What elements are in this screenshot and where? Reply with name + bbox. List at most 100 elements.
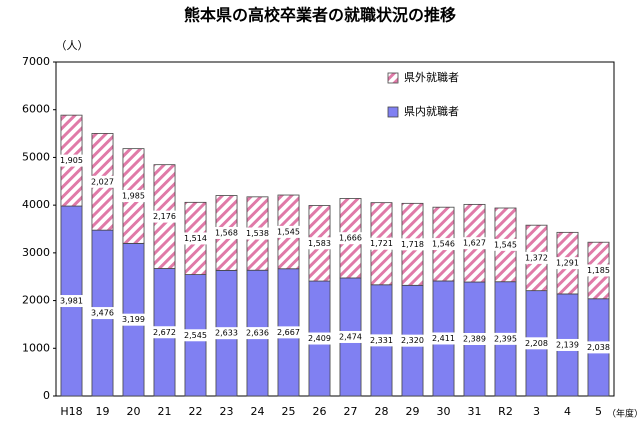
x-tick-label: 31 — [468, 405, 482, 418]
value-label: 1,718 — [401, 240, 424, 249]
value-label-bg — [521, 337, 552, 350]
value-label-bg — [552, 338, 583, 351]
value-label: 2,633 — [215, 329, 238, 338]
value-label-bg — [56, 154, 87, 167]
value-label: 1,185 — [587, 266, 610, 275]
x-tick-label: R2 — [498, 405, 513, 418]
x-tick-label: 26 — [313, 405, 327, 418]
x-tick-label: 24 — [251, 405, 265, 418]
value-label: 2,320 — [401, 336, 424, 345]
value-label-bg — [304, 237, 335, 250]
y-tick-label: 5000 — [22, 150, 50, 163]
value-label: 2,636 — [246, 329, 269, 338]
x-tick-label: H18 — [60, 405, 82, 418]
value-label-bg — [397, 238, 428, 251]
value-label: 1,291 — [556, 259, 579, 268]
value-label-bg — [335, 330, 366, 343]
value-label: 1,545 — [494, 240, 517, 249]
value-label-bg — [273, 326, 304, 339]
value-label-bg — [304, 332, 335, 345]
value-label-bg — [180, 232, 211, 245]
value-label: 2,208 — [525, 339, 548, 348]
value-label: 1,546 — [432, 240, 455, 249]
value-label-bg — [242, 227, 273, 240]
value-label-bg — [583, 341, 614, 354]
legend-label: 県内就職者 — [404, 104, 459, 118]
x-tick-label: 25 — [282, 405, 296, 418]
y-tick-label: 0 — [43, 389, 50, 402]
value-label-bg — [521, 251, 552, 264]
value-label: 3,199 — [122, 315, 145, 324]
legend-swatch — [387, 72, 399, 84]
x-tick-label: 4 — [564, 405, 571, 418]
value-label: 2,545 — [184, 331, 207, 340]
value-label: 2,474 — [339, 332, 362, 341]
value-label: 3,981 — [60, 297, 83, 306]
value-label-bg — [87, 175, 118, 188]
value-label: 2,038 — [587, 343, 610, 352]
value-label: 1,372 — [525, 253, 548, 262]
value-label-bg — [397, 334, 428, 347]
value-label: 1,545 — [277, 227, 300, 236]
value-label: 1,568 — [215, 228, 238, 237]
value-label-bg — [242, 327, 273, 340]
x-tick-label: 5 — [595, 405, 602, 418]
y-tick-label: 7000 — [22, 55, 50, 68]
value-label-bg — [583, 264, 614, 277]
y-tick-label: 4000 — [22, 198, 50, 211]
x-tick-label: 3 — [533, 405, 540, 418]
x-tick-label: 22 — [189, 405, 203, 418]
value-label-bg — [56, 295, 87, 308]
value-label: 2,411 — [432, 334, 455, 343]
value-label-bg — [552, 257, 583, 270]
value-label: 2,176 — [153, 212, 176, 221]
legend-swatch — [387, 106, 399, 118]
value-label-bg — [149, 210, 180, 223]
value-label: 1,666 — [339, 234, 362, 243]
value-label: 2,667 — [277, 328, 300, 337]
x-unit: （年度） — [607, 408, 640, 420]
x-tick-label: 28 — [375, 405, 389, 418]
value-label: 1,538 — [246, 229, 269, 238]
x-tick-label: 19 — [96, 405, 110, 418]
chart-title: 熊本県の高校卒業者の就職状況の推移 — [184, 6, 456, 25]
value-label: 2,389 — [463, 335, 486, 344]
legend-label: 県外就職者 — [404, 70, 459, 84]
value-label-bg — [366, 237, 397, 250]
value-label-bg — [87, 307, 118, 320]
value-label-bg — [273, 225, 304, 238]
value-label-bg — [335, 232, 366, 245]
value-label: 1,985 — [122, 192, 145, 201]
value-label: 3,476 — [91, 309, 114, 318]
value-label-bg — [428, 238, 459, 251]
value-label: 2,409 — [308, 334, 331, 343]
value-label: 1,514 — [184, 234, 207, 243]
x-tick-label: 21 — [158, 405, 172, 418]
value-label: 2,139 — [556, 340, 579, 349]
value-label-bg — [428, 332, 459, 345]
x-tick-label: 30 — [437, 405, 451, 418]
y-tick-label: 2000 — [22, 294, 50, 307]
value-label: 1,721 — [370, 239, 393, 248]
value-label: 2,027 — [91, 177, 114, 186]
value-label-bg — [149, 326, 180, 339]
plot-area — [55, 61, 615, 397]
value-label: 2,672 — [153, 328, 176, 337]
value-label: 2,395 — [494, 334, 517, 343]
x-tick-label: 23 — [220, 405, 234, 418]
y-tick-label: 6000 — [22, 103, 50, 116]
value-label: 1,905 — [60, 156, 83, 165]
value-label-bg — [211, 327, 242, 340]
x-tick-label: 29 — [406, 405, 420, 418]
value-label-bg — [118, 313, 149, 326]
value-label: 2,331 — [370, 336, 393, 345]
x-tick-label: 20 — [127, 405, 141, 418]
y-tick-label: 1000 — [22, 341, 50, 354]
value-label-bg — [490, 238, 521, 251]
value-label: 1,583 — [308, 239, 331, 248]
value-label-bg — [211, 226, 242, 239]
value-label-bg — [490, 332, 521, 345]
value-label-bg — [459, 237, 490, 250]
value-label-bg — [459, 333, 490, 346]
